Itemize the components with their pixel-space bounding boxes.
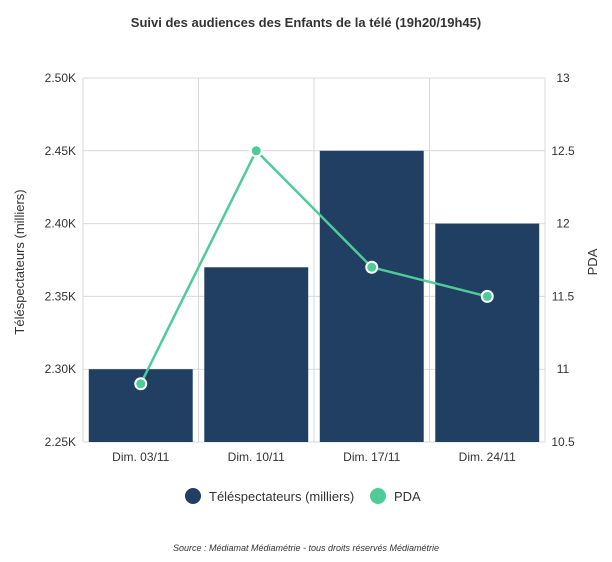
x-tick-label: Dim. 03/11 (112, 450, 169, 464)
y2-axis-label: PDA (585, 248, 600, 275)
x-tick-label: Dim. 24/11 (459, 450, 516, 464)
chart-title: Suivi des audiences des Enfants de la té… (131, 15, 481, 30)
legend-label: Téléspectateurs (milliers) (209, 489, 354, 504)
legend-label: PDA (394, 489, 421, 504)
source-note: Source : Médiamat Médiamétrie - tous dro… (173, 543, 439, 553)
y-axis-label: Téléspectateurs (milliers) (12, 189, 27, 334)
line-series (134, 144, 494, 391)
legend: Téléspectateurs (milliers) PDA (185, 488, 421, 504)
bar (435, 223, 540, 442)
pda-point (134, 377, 148, 391)
y2-tick-label: 12 (556, 217, 570, 231)
y-axis-ticks: 2.25K 2.30K 2.35K 2.40K 2.45K 2.50K (45, 71, 76, 449)
y-tick-label: 2.30K (45, 362, 76, 376)
pda-point (480, 289, 494, 303)
x-axis-ticks: Dim. 03/11 Dim. 10/11 Dim. 17/11 Dim. 24/11 (112, 450, 516, 464)
bar (319, 150, 424, 443)
x-tick-label: Dim. 10/11 (228, 450, 285, 464)
y-tick-label: 2.25K (45, 435, 76, 449)
x-tick-label: Dim. 17/11 (343, 450, 400, 464)
bar-series (88, 150, 540, 443)
y2-tick-label: 11 (557, 362, 570, 376)
bar (204, 267, 309, 442)
pda-line (139, 148, 488, 385)
y2-tick-label: 10.5 (551, 435, 575, 449)
y2-axis-ticks: 10.5 11 11.5 12 12.5 13 (551, 71, 575, 449)
y2-tick-label: 11.5 (552, 289, 575, 303)
pda-point (249, 144, 263, 158)
y-tick-label: 2.40K (45, 217, 76, 231)
y2-tick-label: 13 (556, 71, 570, 85)
y-tick-label: 2.50K (45, 71, 76, 85)
legend-marker (185, 488, 201, 504)
y2-tick-label: 12.5 (551, 144, 575, 158)
legend-marker (370, 488, 386, 504)
y-tick-label: 2.35K (45, 289, 76, 303)
pda-point (365, 260, 379, 274)
y-tick-label: 2.45K (45, 144, 76, 158)
